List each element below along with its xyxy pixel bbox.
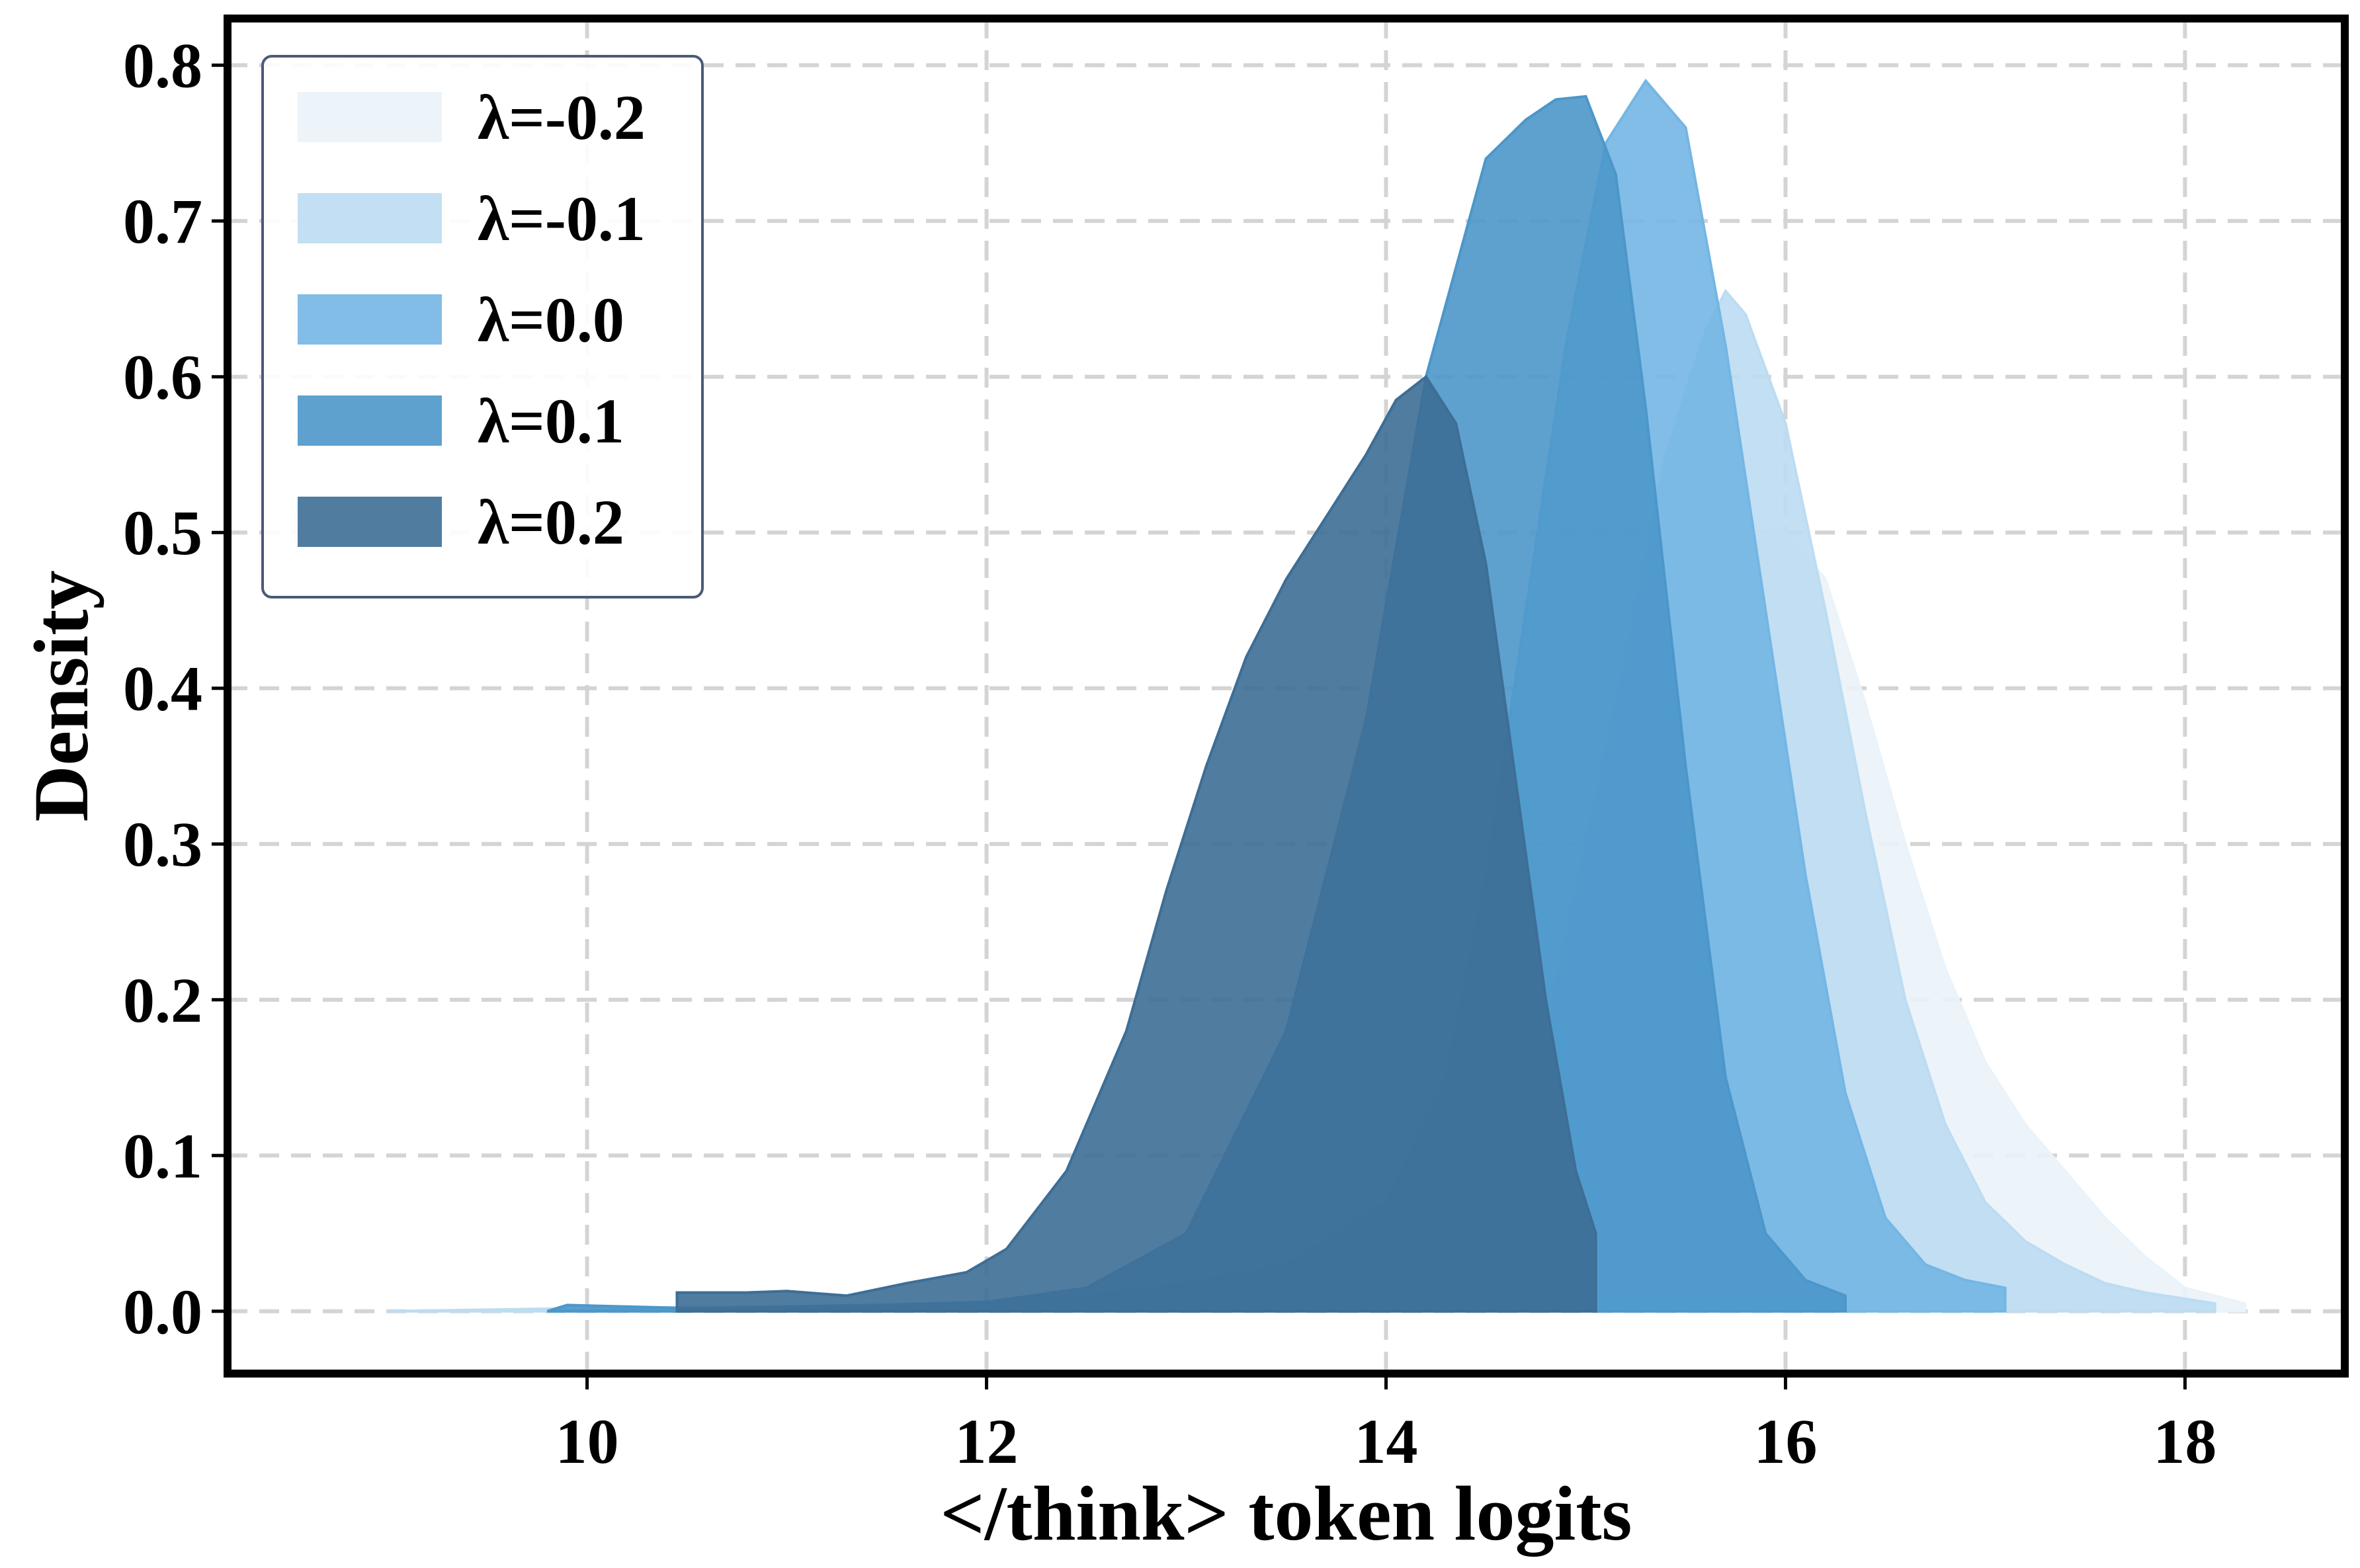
x-tick-label: 14	[1354, 1406, 1417, 1477]
y-tick-label: 0.7	[123, 186, 202, 257]
legend-swatch	[298, 294, 442, 345]
legend-label: λ=-0.2	[478, 82, 646, 153]
x-tick-label: 16	[1753, 1406, 1817, 1477]
legend-swatch	[298, 92, 442, 142]
legend-box	[261, 55, 704, 598]
y-tick-label: 0.1	[123, 1120, 202, 1191]
y-tick-label: 0.6	[123, 342, 202, 413]
legend-label: λ=0.0	[478, 284, 624, 355]
legend-label: λ=0.2	[478, 487, 624, 557]
legend-swatch	[298, 193, 442, 243]
y-tick-label: 0.2	[123, 965, 202, 1036]
legend: λ=-0.2 λ=-0.1 λ=0.0 λ=0.1 λ=0.2	[261, 55, 704, 598]
x-tick-label: 18	[2153, 1406, 2216, 1477]
legend-label: λ=-0.1	[478, 183, 646, 254]
legend-label: λ=0.1	[478, 386, 624, 456]
density-areas	[387, 78, 2246, 1313]
y-axis-title: Density	[18, 570, 105, 821]
tick-layer: 10 12 14 16 18 0.0 0.1 0.2 0.3 0.4 0.5 0.6 0.7 0.8	[123, 30, 2216, 1477]
y-tick-label: 0.4	[123, 653, 202, 724]
y-tick-label: 0.5	[123, 497, 202, 568]
plot-frame	[224, 15, 2349, 1378]
legend-swatch	[298, 497, 442, 547]
x-tick-label: 12	[955, 1406, 1019, 1477]
y-tick-label: 0.0	[123, 1276, 202, 1347]
x-axis-title: </think> token logits	[941, 1470, 1632, 1557]
density-area-series-4	[675, 374, 1597, 1313]
legend-swatch	[298, 395, 442, 446]
x-tick-label: 10	[556, 1406, 619, 1477]
y-tick-label: 0.3	[123, 809, 202, 880]
y-tick-label: 0.8	[123, 30, 202, 101]
